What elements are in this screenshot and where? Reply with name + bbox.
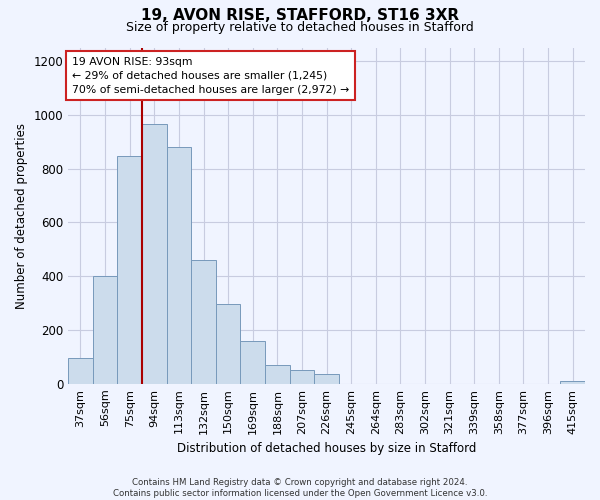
Bar (191, 260, 216, 384)
X-axis label: Distribution of detached houses by size in Stafford: Distribution of detached houses by size … (177, 442, 476, 455)
Text: 19, AVON RISE, STAFFORD, ST16 3XR: 19, AVON RISE, STAFFORD, ST16 3XR (141, 8, 459, 22)
Bar (167, 147, 191, 384)
Text: Contains HM Land Registry data © Crown copyright and database right 2024.
Contai: Contains HM Land Registry data © Crown c… (113, 478, 487, 498)
Bar (265, 365, 290, 384)
Bar (68, 358, 93, 384)
Text: Size of property relative to detached houses in Stafford: Size of property relative to detached ho… (126, 21, 474, 34)
Bar (241, 341, 265, 384)
Bar (93, 276, 118, 384)
Bar (314, 374, 339, 384)
Bar (290, 370, 314, 384)
Text: 19 AVON RISE: 93sqm
← 29% of detached houses are smaller (1,245)
70% of semi-det: 19 AVON RISE: 93sqm ← 29% of detached ho… (72, 57, 349, 95)
Bar (118, 156, 142, 384)
Y-axis label: Number of detached properties: Number of detached properties (15, 122, 28, 308)
Bar (560, 381, 585, 384)
Bar (142, 124, 167, 384)
Bar (216, 304, 241, 384)
